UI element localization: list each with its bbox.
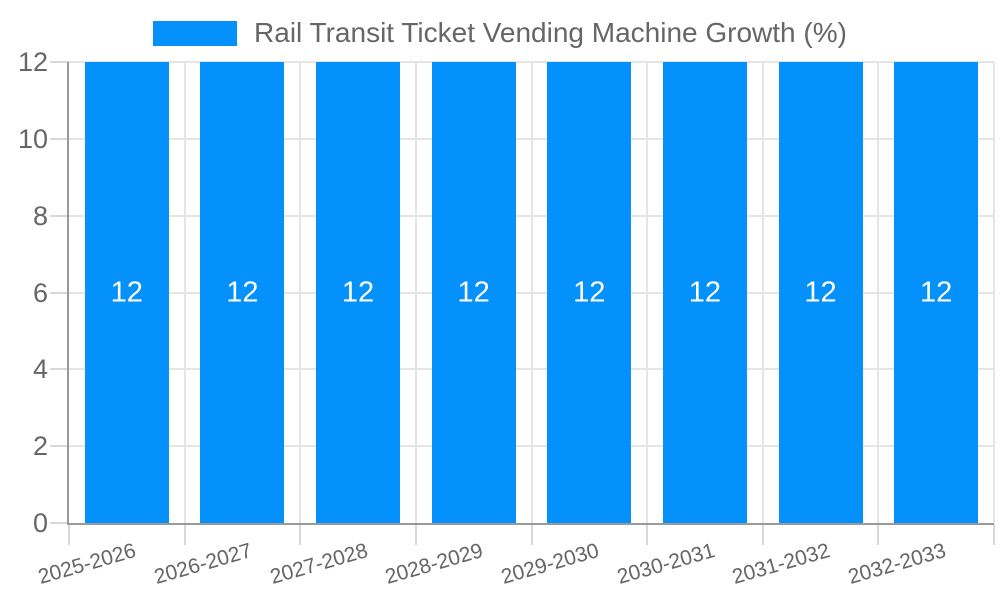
gridline-vertical <box>877 62 880 523</box>
gridline-vertical <box>530 62 533 523</box>
y-axis-line <box>67 62 69 525</box>
y-axis-tick-label: 0 <box>32 508 48 538</box>
legend-label: Rail Transit Ticket Vending Machine Grow… <box>254 17 847 48</box>
y-axis-tick-label: 4 <box>32 354 48 385</box>
x-axis-tick <box>299 524 302 545</box>
chart-legend: Rail Transit Ticket Vending Machine Grow… <box>0 17 1000 49</box>
bar-value-label: 12 <box>110 276 143 308</box>
x-axis-line <box>67 523 994 525</box>
gridline-vertical <box>183 62 186 523</box>
legend-swatch <box>153 20 238 46</box>
y-axis-tick <box>50 137 69 140</box>
y-axis-tick-label: 2 <box>32 431 48 462</box>
bar: 12 <box>547 62 632 523</box>
x-axis-tick-label: 2032-2033 <box>845 539 949 589</box>
y-axis-tick-label: 10 <box>17 123 48 154</box>
bar: 12 <box>316 62 401 523</box>
bar-value-label: 12 <box>457 276 490 308</box>
y-axis-tick-label: 12 <box>17 47 48 77</box>
x-axis-tick-label: 2028-2029 <box>382 539 486 589</box>
x-axis-tick <box>183 524 186 545</box>
x-axis-tick <box>993 524 995 545</box>
bar: 12 <box>431 62 516 523</box>
x-axis-tick-label: 2031-2032 <box>729 539 833 589</box>
x-axis-tick <box>68 524 70 545</box>
x-axis-tick <box>877 524 880 545</box>
bar-value-label: 12 <box>804 276 837 308</box>
y-axis-tick <box>50 214 69 217</box>
y-axis-tick <box>50 61 69 63</box>
bar-value-label: 12 <box>226 276 259 308</box>
x-axis-tick-label: 2027-2028 <box>267 539 371 589</box>
bar: 12 <box>84 62 169 523</box>
y-axis-tick <box>50 368 69 371</box>
x-axis-tick-label: 2025-2026 <box>35 539 139 589</box>
legend-item[interactable]: Rail Transit Ticket Vending Machine Grow… <box>153 17 847 49</box>
bar: 12 <box>662 62 747 523</box>
x-axis-tick <box>414 524 417 545</box>
x-axis-tick-label: 2029-2030 <box>498 539 602 589</box>
gridline-vertical <box>993 62 995 523</box>
x-axis-tick <box>530 524 533 545</box>
y-axis-tick <box>50 445 69 448</box>
bar-value-label: 12 <box>573 276 606 308</box>
bar-value-label: 12 <box>341 276 375 308</box>
x-axis-tick-label: 2026-2027 <box>151 539 255 589</box>
x-axis-tick <box>761 524 764 545</box>
bar-value-label: 12 <box>688 276 722 308</box>
y-axis-tick <box>50 291 69 294</box>
gridline-vertical <box>414 62 417 523</box>
bar: 12 <box>778 62 863 523</box>
bar: 12 <box>200 62 285 523</box>
gridline-vertical <box>761 62 764 523</box>
gridline-vertical <box>299 62 302 523</box>
y-axis-tick-label: 8 <box>32 200 48 231</box>
gridline-vertical <box>646 62 649 523</box>
bar: 12 <box>894 62 979 523</box>
x-axis-tick-label: 2030-2031 <box>614 539 718 589</box>
x-axis-tick <box>646 524 649 545</box>
y-axis-tick-label: 6 <box>32 277 48 308</box>
y-axis-tick <box>50 522 69 524</box>
bar-value-label: 12 <box>920 276 953 308</box>
